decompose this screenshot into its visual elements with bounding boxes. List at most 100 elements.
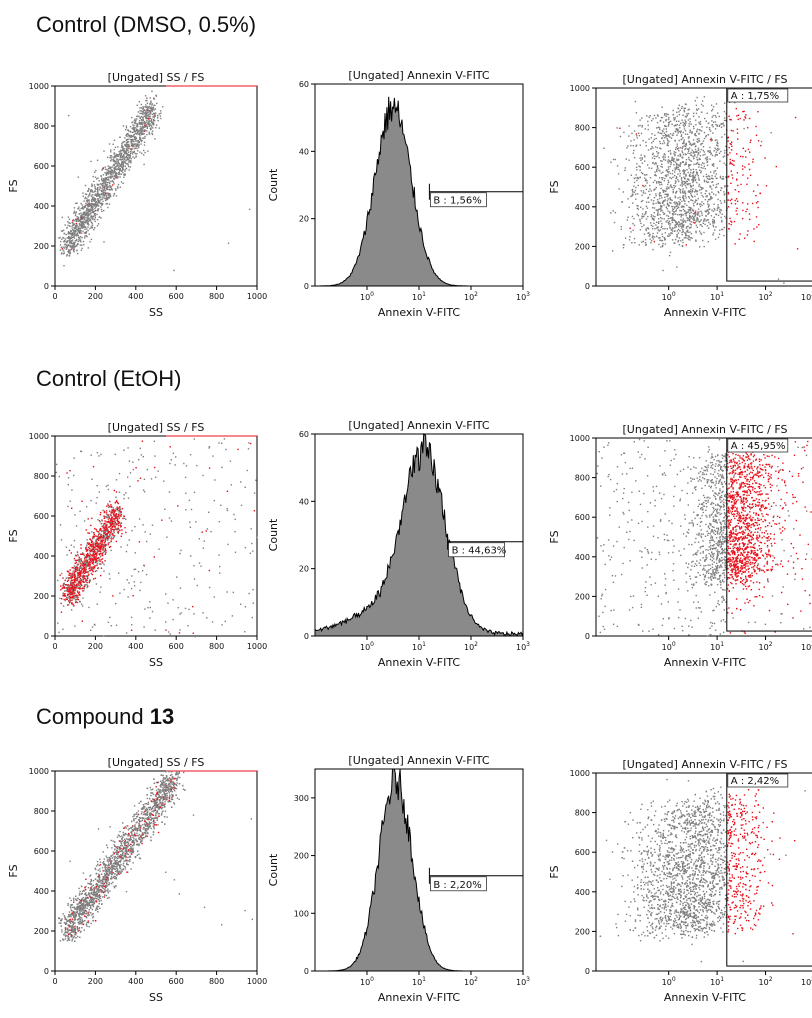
event-dot-red (90, 541, 93, 544)
event-dot (130, 139, 132, 141)
event-dot (124, 137, 126, 139)
event-dot-red (76, 559, 78, 562)
event-dot (84, 226, 86, 228)
event-dot-red (103, 529, 105, 531)
event-dot (244, 606, 247, 608)
event-dot-red (114, 521, 117, 524)
event-dot (122, 155, 124, 157)
event-dot (90, 189, 92, 191)
event-dot (102, 179, 105, 181)
event-dot (77, 553, 79, 556)
event-dot (123, 161, 125, 163)
event-dot (690, 188, 692, 191)
event-dot (147, 115, 150, 117)
event-dot-red (75, 579, 77, 581)
event-dot (148, 131, 150, 133)
event-dot-red (75, 594, 78, 597)
event-dot (153, 118, 155, 121)
event-dot (694, 179, 697, 182)
event-dot-red (86, 553, 89, 555)
event-dot (75, 219, 78, 222)
event-dot (715, 183, 718, 186)
x-axis-label: Annexin V-FITC (378, 306, 461, 319)
event-dot (721, 136, 723, 138)
event-dot (688, 201, 690, 203)
event-dot (698, 211, 700, 213)
event-dot (87, 206, 89, 208)
y-tick-label: 200 (34, 242, 49, 251)
event-dot (680, 210, 682, 212)
event-dot (127, 163, 129, 165)
event-dot (691, 154, 693, 157)
event-dot (105, 179, 107, 182)
event-dot-red (87, 543, 90, 545)
event-dot (657, 211, 659, 213)
event-dot (109, 578, 111, 580)
event-dot (659, 132, 661, 134)
event-dot (124, 165, 126, 167)
event-dot (70, 230, 72, 232)
event-dot-red (75, 222, 78, 225)
event-dot (662, 201, 664, 203)
event-dot (134, 136, 137, 139)
event-dot-red (77, 574, 79, 577)
event-dot-red (79, 583, 81, 585)
event-dot-red (61, 248, 63, 250)
event-dot (683, 220, 685, 222)
event-dot (148, 125, 151, 127)
event-dot (694, 151, 697, 153)
event-dot (100, 175, 102, 177)
event-dot (697, 177, 700, 179)
event-dot (103, 179, 105, 181)
event-dot (716, 141, 719, 143)
event-dot-red (103, 510, 106, 513)
event-dot (684, 195, 687, 197)
event-dot (662, 211, 664, 214)
event-dot (704, 223, 706, 226)
event-dot (139, 116, 141, 119)
event-dot (119, 156, 122, 158)
event-dot (134, 526, 136, 528)
event-dot (682, 208, 685, 211)
event-dot-red (103, 542, 106, 544)
event-dot (674, 171, 676, 173)
event-dot (149, 120, 151, 122)
event-dot (77, 217, 79, 219)
event-dot (123, 176, 125, 178)
event-dot (699, 246, 701, 248)
event-dot (695, 230, 697, 232)
event-dot (108, 143, 111, 145)
event-dot (723, 110, 726, 113)
event-dot (722, 122, 724, 124)
event-dot (91, 538, 94, 540)
plot-frame (595, 87, 812, 287)
event-dot (682, 124, 684, 126)
event-dot (95, 204, 97, 206)
event-dot-red (84, 577, 86, 580)
event-dot (62, 253, 65, 255)
event-dot (91, 217, 93, 219)
event-dot (665, 169, 667, 172)
event-dot (97, 193, 100, 195)
event-dot (114, 159, 116, 162)
event-dot-red (110, 505, 113, 508)
event-dot (66, 241, 68, 244)
event-dot (109, 172, 112, 174)
event-dot-red (752, 190, 755, 192)
event-dot (227, 242, 230, 244)
event-dot (68, 242, 71, 244)
event-dot (692, 139, 695, 141)
event-dot (689, 153, 691, 155)
event-dot (68, 218, 71, 220)
event-dot (244, 547, 247, 549)
event-dot (148, 122, 150, 124)
event-dot (127, 497, 130, 499)
event-dot-red (68, 574, 70, 576)
event-dot (111, 510, 113, 513)
event-dot-red (92, 544, 94, 546)
event-dot (694, 100, 696, 102)
event-dot (665, 136, 667, 138)
event-dot (86, 235, 88, 238)
event-dot (79, 237, 81, 239)
event-dot-red (87, 532, 89, 534)
